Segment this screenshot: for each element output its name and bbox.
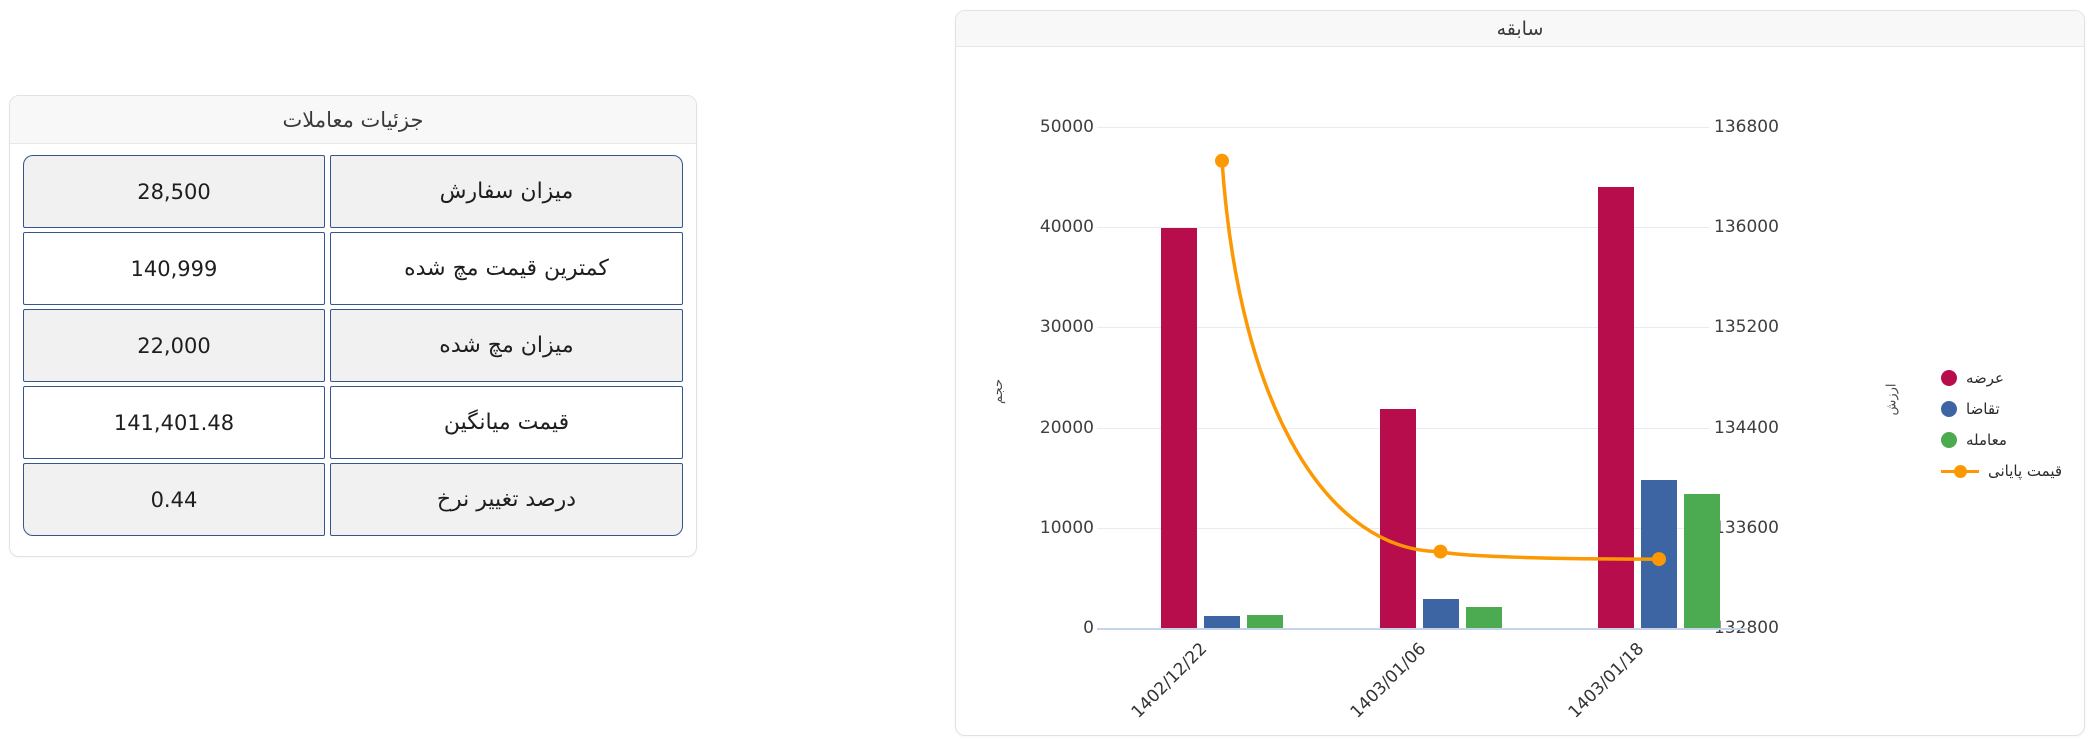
y-tick-label: 0 (1083, 618, 1094, 638)
y-axis-right: 136800 136000 135200 134400 133600 132800 (1714, 117, 1814, 638)
bar-series-0-group-1[interactable] (1379, 408, 1416, 628)
details-table: میزان سفارش 28,500 کمترین قیمت مچ شده 14… (10, 144, 696, 547)
gridline (1097, 227, 1709, 229)
y-tick-label: 134400 (1714, 417, 1779, 438)
y-tick-label: 133600 (1714, 517, 1779, 538)
y-tick-label: 50000 (1039, 117, 1094, 137)
legend-item-1[interactable]: تقاضا (1941, 400, 2062, 418)
table-row-value: 28,500 (23, 155, 325, 228)
plot-area: 1402/12/22 1403/01/06 1403/01/18 (1097, 127, 1747, 722)
closing-price-point[interactable] (1652, 552, 1666, 567)
legend-item-3[interactable]: قیمت پایانی (1941, 462, 2062, 480)
closing-price-point[interactable] (1215, 153, 1229, 168)
chart-legend: عرضه تقاضا معامله قیمت پایانی (1941, 369, 2062, 480)
x-axis-label: 1402/12/22 (1127, 639, 1212, 723)
legend-label: قیمت پایانی (1988, 462, 2063, 480)
details-card: جزئیات معاملات میزان سفارش 28,500 کمترین… (9, 95, 697, 557)
y-tick-label: 136800 (1714, 117, 1779, 137)
legend-item-2[interactable]: معامله (1941, 431, 2062, 449)
bar-series-2-group-0[interactable] (1247, 614, 1283, 628)
bar-series-2-group-1[interactable] (1465, 606, 1502, 628)
table-row-label: درصد تغییر نرخ (329, 463, 683, 536)
bar-series-0-group-0[interactable] (1161, 228, 1197, 628)
y-axis-right-title: ارزش (1884, 383, 1900, 416)
table-row-label: میزان مچ شده (329, 309, 683, 382)
table-row-label: کمترین قیمت مچ شده (329, 232, 683, 305)
y-tick-label: 10000 (1039, 517, 1094, 538)
x-axis-label: 1403/01/06 (1346, 639, 1430, 723)
legend-circle-swatch-icon (1941, 370, 1957, 386)
bar-series-0-group-2[interactable] (1598, 187, 1634, 628)
legend-label: معامله (1966, 431, 2007, 449)
history-chart: 50000 40000 30000 20000 10000 0 136800 136000 1… (956, 47, 2084, 735)
gridline (1097, 327, 1709, 329)
y-axis-left-title: حجم (991, 378, 1007, 405)
closing-price-path (1220, 160, 1660, 561)
bar-series-1-group-0[interactable] (1204, 615, 1240, 628)
details-card-title: جزئیات معاملات (10, 96, 696, 144)
bar-series-2-group-2[interactable] (1684, 493, 1720, 628)
closing-price-line (1215, 153, 1666, 567)
legend-circle-swatch-icon (1941, 401, 1957, 417)
legend-item-0[interactable]: عرضه (1941, 369, 2062, 387)
legend-label: عرضه (1966, 369, 2005, 387)
y-tick-label: 30000 (1039, 317, 1094, 338)
table-row-value: 0.44 (23, 463, 325, 536)
y-tick-label: 136000 (1714, 217, 1779, 238)
bar-series-1-group-1[interactable] (1422, 598, 1459, 628)
y-tick-label: 135200 (1714, 317, 1779, 338)
history-card-title: سابقه (956, 11, 2084, 47)
x-axis-label: 1403/01/18 (1564, 639, 1649, 723)
gridline (1097, 127, 1709, 128)
table-row-label: میزان سفارش (329, 155, 683, 228)
legend-label: تقاضا (1966, 400, 2000, 418)
y-tick-label: 20000 (1039, 417, 1094, 438)
y-tick-label: 40000 (1039, 217, 1094, 238)
closing-price-point[interactable] (1433, 544, 1448, 559)
table-row-value: 140,999 (23, 232, 325, 305)
table-row-value: 22,000 (23, 309, 325, 382)
table-row-label: قیمت میانگین (329, 386, 683, 459)
x-axis-line (1097, 628, 1747, 630)
legend-line-swatch-icon (1941, 463, 1979, 479)
legend-circle-swatch-icon (1941, 432, 1957, 448)
table-row-value: 141,401.48 (23, 386, 325, 459)
y-axis-left: 50000 40000 30000 20000 10000 0 (998, 117, 1094, 638)
history-card: سابقه 50000 40000 30000 20000 10000 0 136800 1… (955, 10, 2085, 736)
